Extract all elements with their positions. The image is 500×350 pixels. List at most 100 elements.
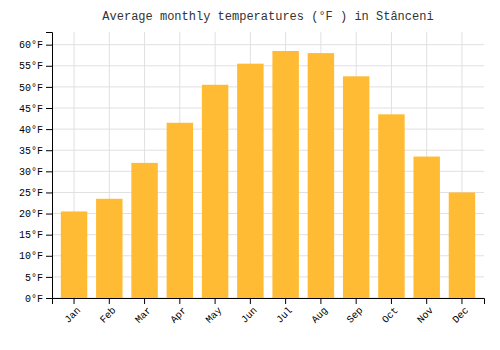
tick-label: Feb [98, 305, 119, 326]
tick-mark [46, 150, 52, 151]
tick-label: Dec [451, 305, 472, 326]
tick-mark [46, 214, 52, 215]
grid-line [52, 86, 484, 87]
tick-label: 35°F [19, 146, 43, 157]
bar [413, 157, 439, 298]
bar [131, 163, 157, 298]
tick-label: 40°F [19, 125, 43, 136]
tick-mark [285, 298, 286, 304]
tick: 60°F [19, 40, 52, 51]
tick-mark [46, 66, 52, 67]
tick-label: Mar [133, 305, 154, 326]
tick: 5°F [25, 273, 52, 284]
tick-label: 55°F [19, 61, 43, 72]
tick-label: Oct [380, 305, 401, 326]
plot: 0°F 5°F 10°F 15°F 20°F 25°F 30°F 35°F 40°F 45°F 50… [19, 32, 485, 326]
tick: 0°F [25, 294, 52, 305]
axis-line [46, 33, 53, 299]
tick: 25°F [19, 188, 52, 199]
tick: Jun [239, 298, 260, 326]
axis-line [53, 299, 485, 305]
tick-mark [356, 298, 357, 304]
tick-mark [46, 171, 52, 172]
tick-label: 5°F [25, 273, 43, 284]
tick: 35°F [19, 146, 52, 157]
tick-mark [215, 298, 216, 304]
tick-mark [46, 87, 52, 88]
tick-label: 25°F [19, 188, 43, 199]
tick-mark [46, 298, 52, 299]
tick: Apr [169, 298, 190, 326]
tick-label: 60°F [19, 40, 43, 51]
bar [272, 51, 298, 298]
tick: Feb [98, 298, 119, 326]
tick-mark [46, 129, 52, 130]
tick: 15°F [19, 230, 52, 241]
grid-line [52, 129, 484, 130]
tick: Aug [310, 298, 331, 326]
grid-line [52, 108, 484, 109]
bar [202, 85, 228, 298]
bar [61, 211, 87, 298]
bar [378, 114, 404, 298]
tick-mark [46, 277, 52, 278]
tick-label: Jun [239, 305, 260, 326]
tick-label: Sep [345, 305, 366, 326]
tick-mark [320, 298, 321, 304]
x-axis: Jan Feb Mar Apr May Jun Jul Aug Sep Oct Nov Dec [53, 298, 485, 326]
bar [449, 192, 475, 298]
bar [343, 76, 369, 298]
tick: May [204, 298, 225, 326]
tick-label: May [204, 305, 225, 326]
tick-label: 0°F [25, 294, 43, 305]
tick-mark [179, 298, 180, 304]
tick: Oct [380, 298, 401, 326]
tick-label: Aug [310, 305, 331, 326]
tick: Sep [345, 298, 366, 326]
title: Average monthly temperatures (°F ) in St… [102, 10, 433, 24]
tick-label: 50°F [19, 83, 43, 94]
tick-mark [250, 298, 251, 304]
tick-mark [46, 192, 52, 193]
tick-label: 45°F [19, 104, 43, 115]
grid-line [52, 150, 484, 151]
tick-mark [426, 298, 427, 304]
tick-mark [46, 256, 52, 257]
tick: Nov [415, 298, 436, 326]
grid [52, 32, 484, 298]
tick-label: Nov [415, 305, 436, 326]
tick-label: 15°F [19, 230, 43, 241]
chart: 0°F 5°F 10°F 15°F 20°F 25°F 30°F 35°F 40°F 45°F 50… [0, 0, 500, 350]
bar [96, 199, 122, 298]
tick: 45°F [19, 104, 52, 115]
bars [61, 51, 475, 298]
tick-mark [144, 298, 145, 304]
tick: Jan [63, 298, 84, 326]
tick-label: Jul [274, 305, 295, 326]
tick: 55°F [19, 61, 52, 72]
tick: 50°F [19, 83, 52, 94]
y-axis: 0°F 5°F 10°F 15°F 20°F 25°F 30°F 35°F 40°F 45°F 50… [19, 33, 53, 305]
tick: 10°F [19, 251, 52, 262]
tick-label: 30°F [19, 167, 43, 178]
tick-mark [461, 298, 462, 304]
tick: 40°F [19, 125, 52, 136]
tick-label: Jan [63, 305, 84, 326]
tick: 30°F [19, 167, 52, 178]
tick-mark [109, 298, 110, 304]
tick: Jul [274, 298, 295, 326]
bar [308, 53, 334, 298]
grid-line [52, 44, 484, 45]
tick: 20°F [19, 209, 52, 220]
grid-line [52, 65, 484, 66]
bar [167, 123, 193, 298]
tick-mark [46, 235, 52, 236]
tick: Mar [133, 298, 154, 326]
tick-mark [46, 108, 52, 109]
tick: Dec [451, 298, 472, 326]
tick-mark [74, 298, 75, 304]
tick-label: 10°F [19, 251, 43, 262]
tick-label: Apr [169, 305, 190, 326]
tick-label: 20°F [19, 209, 43, 220]
tick-mark [391, 298, 392, 304]
